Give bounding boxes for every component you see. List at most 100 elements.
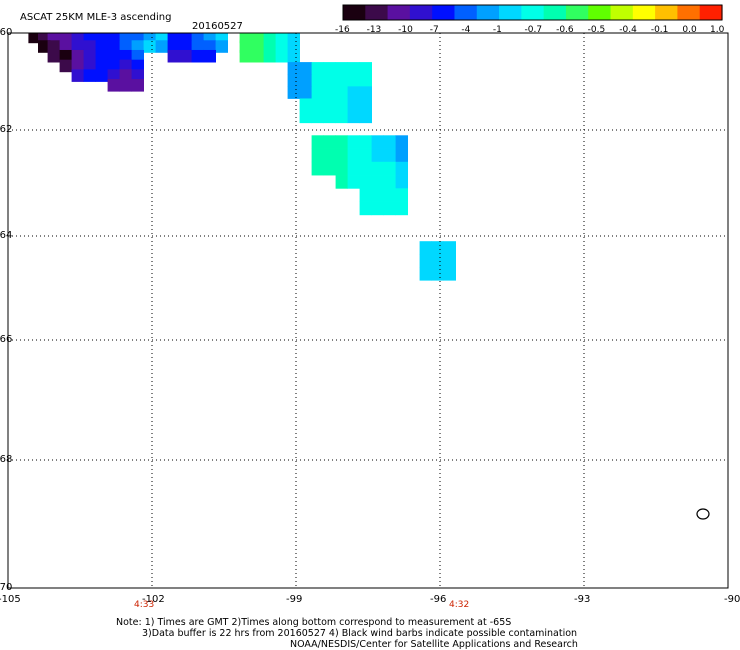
wind-cell <box>347 110 360 124</box>
wind-cell <box>323 98 336 111</box>
wind-cell <box>107 79 120 92</box>
colorbar-label: -0.1 <box>650 25 669 35</box>
wind-cell <box>347 98 360 111</box>
wind-cell <box>107 69 120 82</box>
wind-cell <box>239 40 252 53</box>
time-label-left: 4:33 <box>134 600 155 610</box>
wind-cell <box>191 40 204 53</box>
wind-cell <box>431 241 444 255</box>
wind-cell <box>311 161 324 176</box>
colorbar-swatch <box>588 5 612 20</box>
wind-cell <box>215 33 228 44</box>
wind-cell <box>419 267 432 281</box>
wind-cell <box>359 110 372 124</box>
wind-cell <box>107 40 120 53</box>
wind-cell <box>131 33 144 44</box>
colorbar-swatch <box>409 5 433 20</box>
colorbar-label: -0.4 <box>619 25 637 35</box>
wind-cell <box>263 40 276 53</box>
colorbar-swatch <box>499 5 522 20</box>
colorbar-swatch <box>432 5 456 20</box>
wind-cell <box>203 49 216 63</box>
wind-cell <box>203 40 216 53</box>
wind-cell <box>299 98 312 111</box>
wind-cell <box>443 241 456 255</box>
wind-cell <box>383 148 396 163</box>
wind-cell <box>371 148 384 163</box>
wind-cell <box>71 69 84 82</box>
wind-cell <box>359 86 372 99</box>
wind-cell <box>131 79 144 92</box>
wind-cell <box>395 148 408 163</box>
wind-cell <box>71 59 84 73</box>
colorbar-label: -10 <box>398 25 413 35</box>
lat-label: -64 <box>0 230 13 241</box>
wind-cell <box>347 175 360 189</box>
product-date: 20160527 <box>192 21 243 32</box>
wind-cell <box>359 201 372 216</box>
lat-label: -70 <box>0 582 13 593</box>
wind-cell <box>251 33 264 44</box>
wind-cell <box>263 49 276 63</box>
wind-cell <box>155 33 168 44</box>
wind-cell <box>275 40 288 53</box>
wind-cell <box>359 74 372 87</box>
wind-cell <box>131 59 144 73</box>
lon-label: -93 <box>574 594 591 605</box>
wind-cell <box>59 40 72 53</box>
wind-cells <box>28 33 456 281</box>
wind-cell <box>287 40 300 53</box>
lat-label: -68 <box>0 454 13 465</box>
wind-cell <box>191 33 204 44</box>
wind-cell <box>167 49 180 63</box>
lon-label: -96 <box>430 594 447 605</box>
wind-cell <box>155 40 168 53</box>
wind-cell <box>107 49 120 63</box>
wind-cell <box>119 49 132 63</box>
wind-cell <box>335 175 348 189</box>
wind-cell <box>299 110 312 124</box>
lon-label: -102 <box>142 594 165 605</box>
colorbar-swatch <box>543 5 567 20</box>
wind-cell <box>28 33 41 44</box>
wind-cell <box>299 62 312 75</box>
wind-cell <box>323 148 336 163</box>
colorbar-label: 0.0 <box>682 25 697 35</box>
colorbar-swatch <box>476 5 500 20</box>
colorbar-label: -1 <box>492 25 502 35</box>
wind-cell <box>119 59 132 73</box>
colorbar-swatch <box>387 5 411 20</box>
wind-cell <box>335 86 348 99</box>
wind-cell <box>47 40 60 53</box>
wind-cell <box>83 59 96 73</box>
lon-label: -99 <box>286 594 303 605</box>
wind-cell <box>59 59 72 73</box>
wind-cell <box>359 135 372 149</box>
colorbar-swatch <box>677 5 701 20</box>
wind-cell <box>299 86 312 99</box>
wind-cell <box>335 110 348 124</box>
wind-cell <box>119 79 132 92</box>
colorbar-label: -7 <box>429 25 439 35</box>
wind-cell <box>119 33 132 44</box>
wind-cell <box>347 148 360 163</box>
wind-cell <box>203 33 216 44</box>
lat-label: -60 <box>0 27 13 38</box>
wind-cell <box>311 62 324 75</box>
wind-cell <box>47 49 60 63</box>
note-line-1: Note: 1) Times are GMT 2)Times along bot… <box>116 617 512 628</box>
wind-cell <box>335 74 348 87</box>
wind-cell <box>383 175 396 189</box>
wind-cell <box>359 188 372 202</box>
wind-cell <box>71 33 84 44</box>
wind-cell <box>95 40 108 53</box>
wind-cell <box>323 161 336 176</box>
wind-cell <box>38 40 51 53</box>
wind-cell <box>251 40 264 53</box>
lon-label: -90 <box>724 594 740 605</box>
wind-cell <box>395 161 408 176</box>
wind-cell <box>299 74 312 87</box>
colorbar-swatch <box>655 5 679 20</box>
wind-cell <box>347 74 360 87</box>
